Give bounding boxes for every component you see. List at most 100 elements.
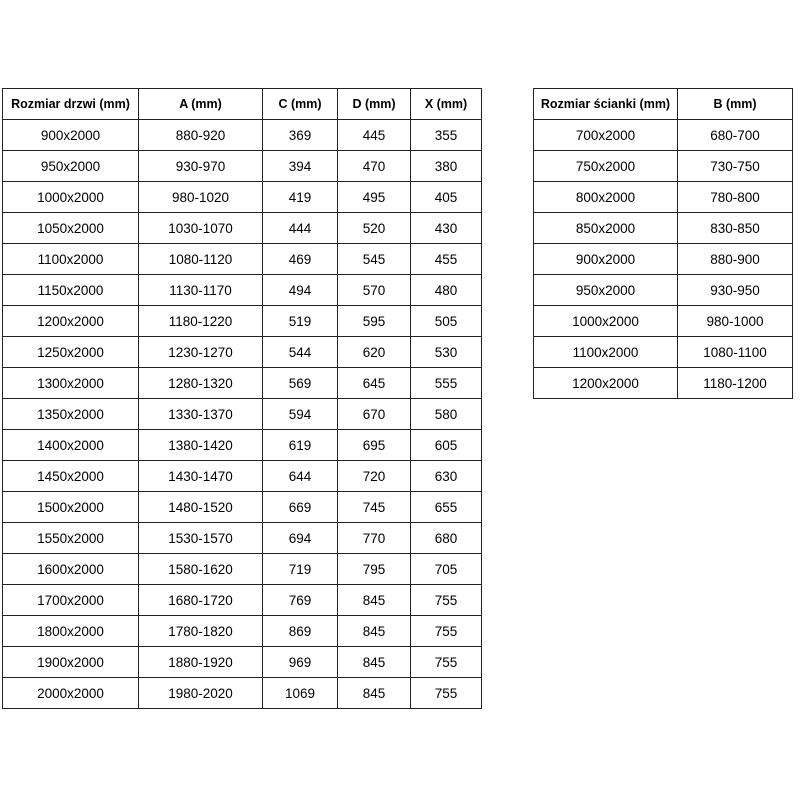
table-cell: 630 [410, 460, 482, 492]
table-cell: 880-920 [138, 119, 263, 151]
table-cell: 1880-1920 [138, 646, 263, 678]
table-row: 1050x2000 1030-1070 444 520 430 [2, 212, 482, 244]
table-cell: 1100x2000 [533, 336, 678, 368]
table-cell: 780-800 [677, 181, 793, 213]
table-cell: 850x2000 [533, 212, 678, 244]
table-cell: 645 [337, 367, 411, 399]
table-row: 950x2000 930-950 [533, 274, 793, 306]
table-row: 1400x2000 1380-1420 619 695 605 [2, 429, 482, 461]
table-cell: 800x2000 [533, 181, 678, 213]
table-cell: 1180-1220 [138, 305, 263, 337]
table-row: 1900x2000 1880-1920 969 845 755 [2, 646, 482, 678]
table-cell: 830-850 [677, 212, 793, 244]
table-cell: 530 [410, 336, 482, 368]
table-cell: 519 [262, 305, 338, 337]
table-cell: 1200x2000 [2, 305, 139, 337]
table-cell: 695 [337, 429, 411, 461]
table-cell: 619 [262, 429, 338, 461]
table-row: 750x2000 730-750 [533, 150, 793, 182]
table-cell: 745 [337, 491, 411, 523]
table-cell: 605 [410, 429, 482, 461]
table-cell: 1130-1170 [138, 274, 263, 306]
table-cell: 950x2000 [2, 150, 139, 182]
table-row: 1350x2000 1330-1370 594 670 580 [2, 398, 482, 430]
table-cell: 644 [262, 460, 338, 492]
table-cell: 405 [410, 181, 482, 213]
table-cell: 880-900 [677, 243, 793, 275]
table-cell: 1600x2000 [2, 553, 139, 585]
table-row: 800x2000 780-800 [533, 181, 793, 213]
table-row: 1500x2000 1480-1520 669 745 655 [2, 491, 482, 523]
table-cell: 1150x2000 [2, 274, 139, 306]
table-cell: 694 [262, 522, 338, 554]
table-cell: 1550x2000 [2, 522, 139, 554]
table-row: 1100x2000 1080-1100 [533, 336, 793, 368]
table-row: 700x2000 680-700 [533, 119, 793, 151]
table-row: 1250x2000 1230-1270 544 620 530 [2, 336, 482, 368]
table-cell: 1530-1570 [138, 522, 263, 554]
wall-sizes-table: Rozmiar ścianki (mm) B (mm) 700x2000 680-7… [533, 88, 793, 399]
table-cell: 669 [262, 491, 338, 523]
table-cell: 1250x2000 [2, 336, 139, 368]
table-cell: 900x2000 [533, 243, 678, 275]
table-cell: 1800x2000 [2, 615, 139, 647]
table-cell: 950x2000 [533, 274, 678, 306]
table-cell: 980-1000 [677, 305, 793, 337]
table-cell: 980-1020 [138, 181, 263, 213]
table-cell: 680-700 [677, 119, 793, 151]
table-cell: 495 [337, 181, 411, 213]
table-cell: 2000x2000 [2, 677, 139, 709]
table-cell: 570 [337, 274, 411, 306]
table-cell: 1000x2000 [2, 181, 139, 213]
table-cell: 1050x2000 [2, 212, 139, 244]
table-cell: 394 [262, 150, 338, 182]
table-cell: 1900x2000 [2, 646, 139, 678]
table-cell: 720 [337, 460, 411, 492]
table-cell: 869 [262, 615, 338, 647]
table-cell: 770 [337, 522, 411, 554]
table-cell: 700x2000 [533, 119, 678, 151]
table-cell: 1200x2000 [533, 367, 678, 399]
table-cell: 795 [337, 553, 411, 585]
door-sizes-header-cell: C (mm) [262, 88, 338, 120]
table-cell: 544 [262, 336, 338, 368]
table-row: 1550x2000 1530-1570 694 770 680 [2, 522, 482, 554]
table-cell: 670 [337, 398, 411, 430]
table-cell: 369 [262, 119, 338, 151]
table-row: 1100x2000 1080-1120 469 545 455 [2, 243, 482, 275]
table-cell: 595 [337, 305, 411, 337]
table-cell: 655 [410, 491, 482, 523]
table-cell: 1180-1200 [677, 367, 793, 399]
table-cell: 430 [410, 212, 482, 244]
table-row: 1150x2000 1130-1170 494 570 480 [2, 274, 482, 306]
table-row: 1600x2000 1580-1620 719 795 705 [2, 553, 482, 585]
wall-sizes-header-row: Rozmiar ścianki (mm) B (mm) [533, 88, 793, 120]
table-cell: 1350x2000 [2, 398, 139, 430]
table-cell: 580 [410, 398, 482, 430]
table-cell: 355 [410, 119, 482, 151]
table-row: 950x2000 930-970 394 470 380 [2, 150, 482, 182]
table-cell: 1069 [262, 677, 338, 709]
table-cell: 1780-1820 [138, 615, 263, 647]
table-cell: 755 [410, 584, 482, 616]
table-cell: 1000x2000 [533, 305, 678, 337]
table-cell: 380 [410, 150, 482, 182]
table-cell: 494 [262, 274, 338, 306]
table-cell: 680 [410, 522, 482, 554]
table-cell: 1430-1470 [138, 460, 263, 492]
door-sizes-header-cell: A (mm) [138, 88, 263, 120]
door-sizes-header-cell: X (mm) [410, 88, 482, 120]
table-cell: 1480-1520 [138, 491, 263, 523]
table-cell: 900x2000 [2, 119, 139, 151]
table-cell: 1280-1320 [138, 367, 263, 399]
table-row: 2000x2000 1980-2020 1069 845 755 [2, 677, 482, 709]
table-cell: 444 [262, 212, 338, 244]
table-row: 1300x2000 1280-1320 569 645 555 [2, 367, 482, 399]
table-cell: 755 [410, 646, 482, 678]
table-cell: 719 [262, 553, 338, 585]
wall-sizes-header-cell: B (mm) [677, 88, 793, 120]
table-cell: 705 [410, 553, 482, 585]
table-cell: 1100x2000 [2, 243, 139, 275]
table-cell: 505 [410, 305, 482, 337]
table-cell: 755 [410, 615, 482, 647]
